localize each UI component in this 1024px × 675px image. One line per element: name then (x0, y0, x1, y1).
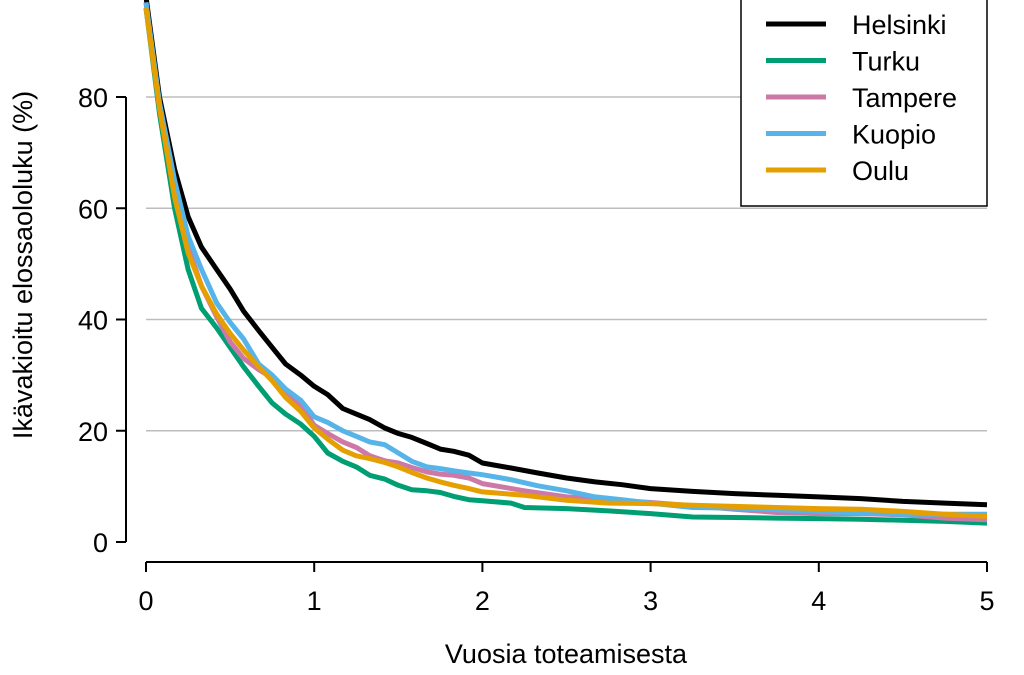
legend-label-oulu: Oulu (852, 156, 909, 186)
x-tick-label: 3 (643, 586, 658, 616)
legend-label-helsinki: Helsinki (852, 10, 947, 40)
series-line-helsinki (143, 0, 988, 508)
y-axis-title: Ikävakioitu elossaololuku (%) (8, 91, 38, 439)
x-tick-label: 0 (138, 586, 153, 616)
y-tick-label: 80 (78, 83, 108, 113)
series-line-oulu (143, 7, 988, 519)
x-tick-label: 5 (979, 586, 994, 616)
x-tick-label: 1 (307, 586, 322, 616)
y-tick-label: 20 (78, 417, 108, 447)
y-tick-label: 0 (93, 528, 108, 558)
axes: 0 1 2 3 4 5 0 20 40 60 80 (78, 83, 995, 616)
x-axis-title: Vuosia toteamisesta (445, 639, 688, 669)
y-tick-label: 60 (78, 194, 108, 224)
series-lines (143, 0, 988, 526)
x-tick-label: 4 (811, 586, 826, 616)
y-tick-label: 40 (78, 306, 108, 336)
legend: Helsinki Turku Tampere Kuopio Oulu (740, 0, 988, 207)
legend-label-turku: Turku (852, 47, 920, 77)
legend-label-kuopio: Kuopio (852, 120, 936, 150)
series-line-turku (143, 7, 988, 526)
x-tick-label: 2 (475, 586, 490, 616)
legend-label-tampere: Tampere (852, 83, 957, 113)
